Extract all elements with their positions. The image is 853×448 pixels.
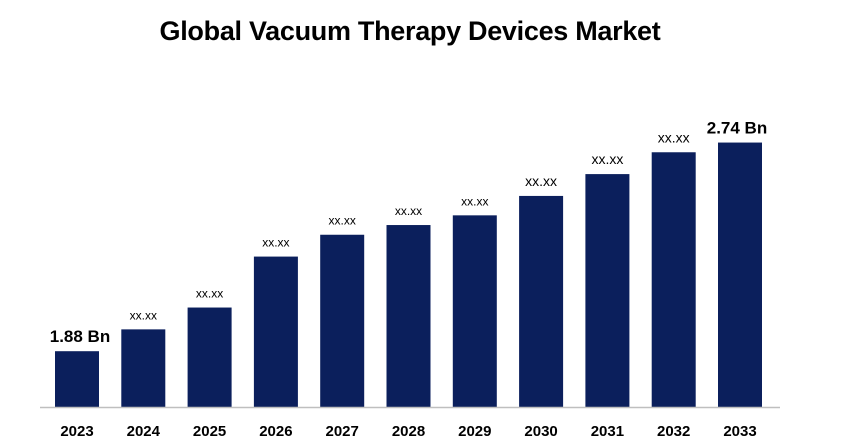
value-label-2024: xx.xx: [130, 308, 157, 322]
x-tick-label-2028: 2028: [392, 423, 425, 440]
bar-2029: [452, 215, 497, 407]
value-label-2029: xx.xx: [461, 194, 488, 208]
value-label-2023: 1.88 Bn: [50, 327, 110, 346]
x-tick-label-2027: 2027: [326, 423, 359, 440]
x-tick-label-2031: 2031: [591, 423, 624, 440]
value-label-2026: xx.xx: [262, 236, 289, 250]
value-label-2028: xx.xx: [395, 204, 422, 218]
bar-2031: [585, 174, 630, 407]
chart-title: Global Vacuum Therapy Devices Market: [159, 16, 661, 46]
bar-2026: [253, 256, 298, 407]
bar-2032: [651, 152, 696, 407]
value-label-2027: xx.xx: [329, 214, 356, 228]
x-tick-label-2033: 2033: [723, 423, 756, 440]
value-label-2032: xx.xx: [658, 129, 690, 145]
x-tick-label-2030: 2030: [524, 423, 557, 440]
x-tick-label-2029: 2029: [458, 423, 491, 440]
x-tick-label-2026: 2026: [259, 423, 292, 440]
bar-2028: [386, 225, 431, 407]
x-tick-label-2024: 2024: [127, 423, 161, 440]
bars-group: [55, 142, 762, 407]
x-tick-label-2032: 2032: [657, 423, 690, 440]
bar-2024: [121, 329, 166, 407]
value-labels-group: 1.88 Bn xx.xx xx.xx xx.xx xx.xx xx.xx xx.xx xx.…: [50, 119, 767, 347]
x-tick-label-2023: 2023: [60, 423, 93, 440]
x-tick-labels-group: 2023 2024 2025 2026 2027 2028 2029 2030 2031 2032…: [60, 423, 756, 440]
bar-2023: [55, 351, 99, 407]
bar-2033: [718, 142, 762, 407]
bar-2027: [320, 234, 365, 407]
x-tick-label-2025: 2025: [193, 423, 226, 440]
value-label-2025: xx.xx: [196, 287, 223, 301]
bar-2030: [519, 195, 564, 407]
value-label-2033: 2.74 Bn: [707, 119, 767, 138]
value-label-2030: xx.xx: [525, 173, 557, 189]
value-label-2031: xx.xx: [591, 151, 623, 167]
bar-2025: [187, 307, 232, 407]
